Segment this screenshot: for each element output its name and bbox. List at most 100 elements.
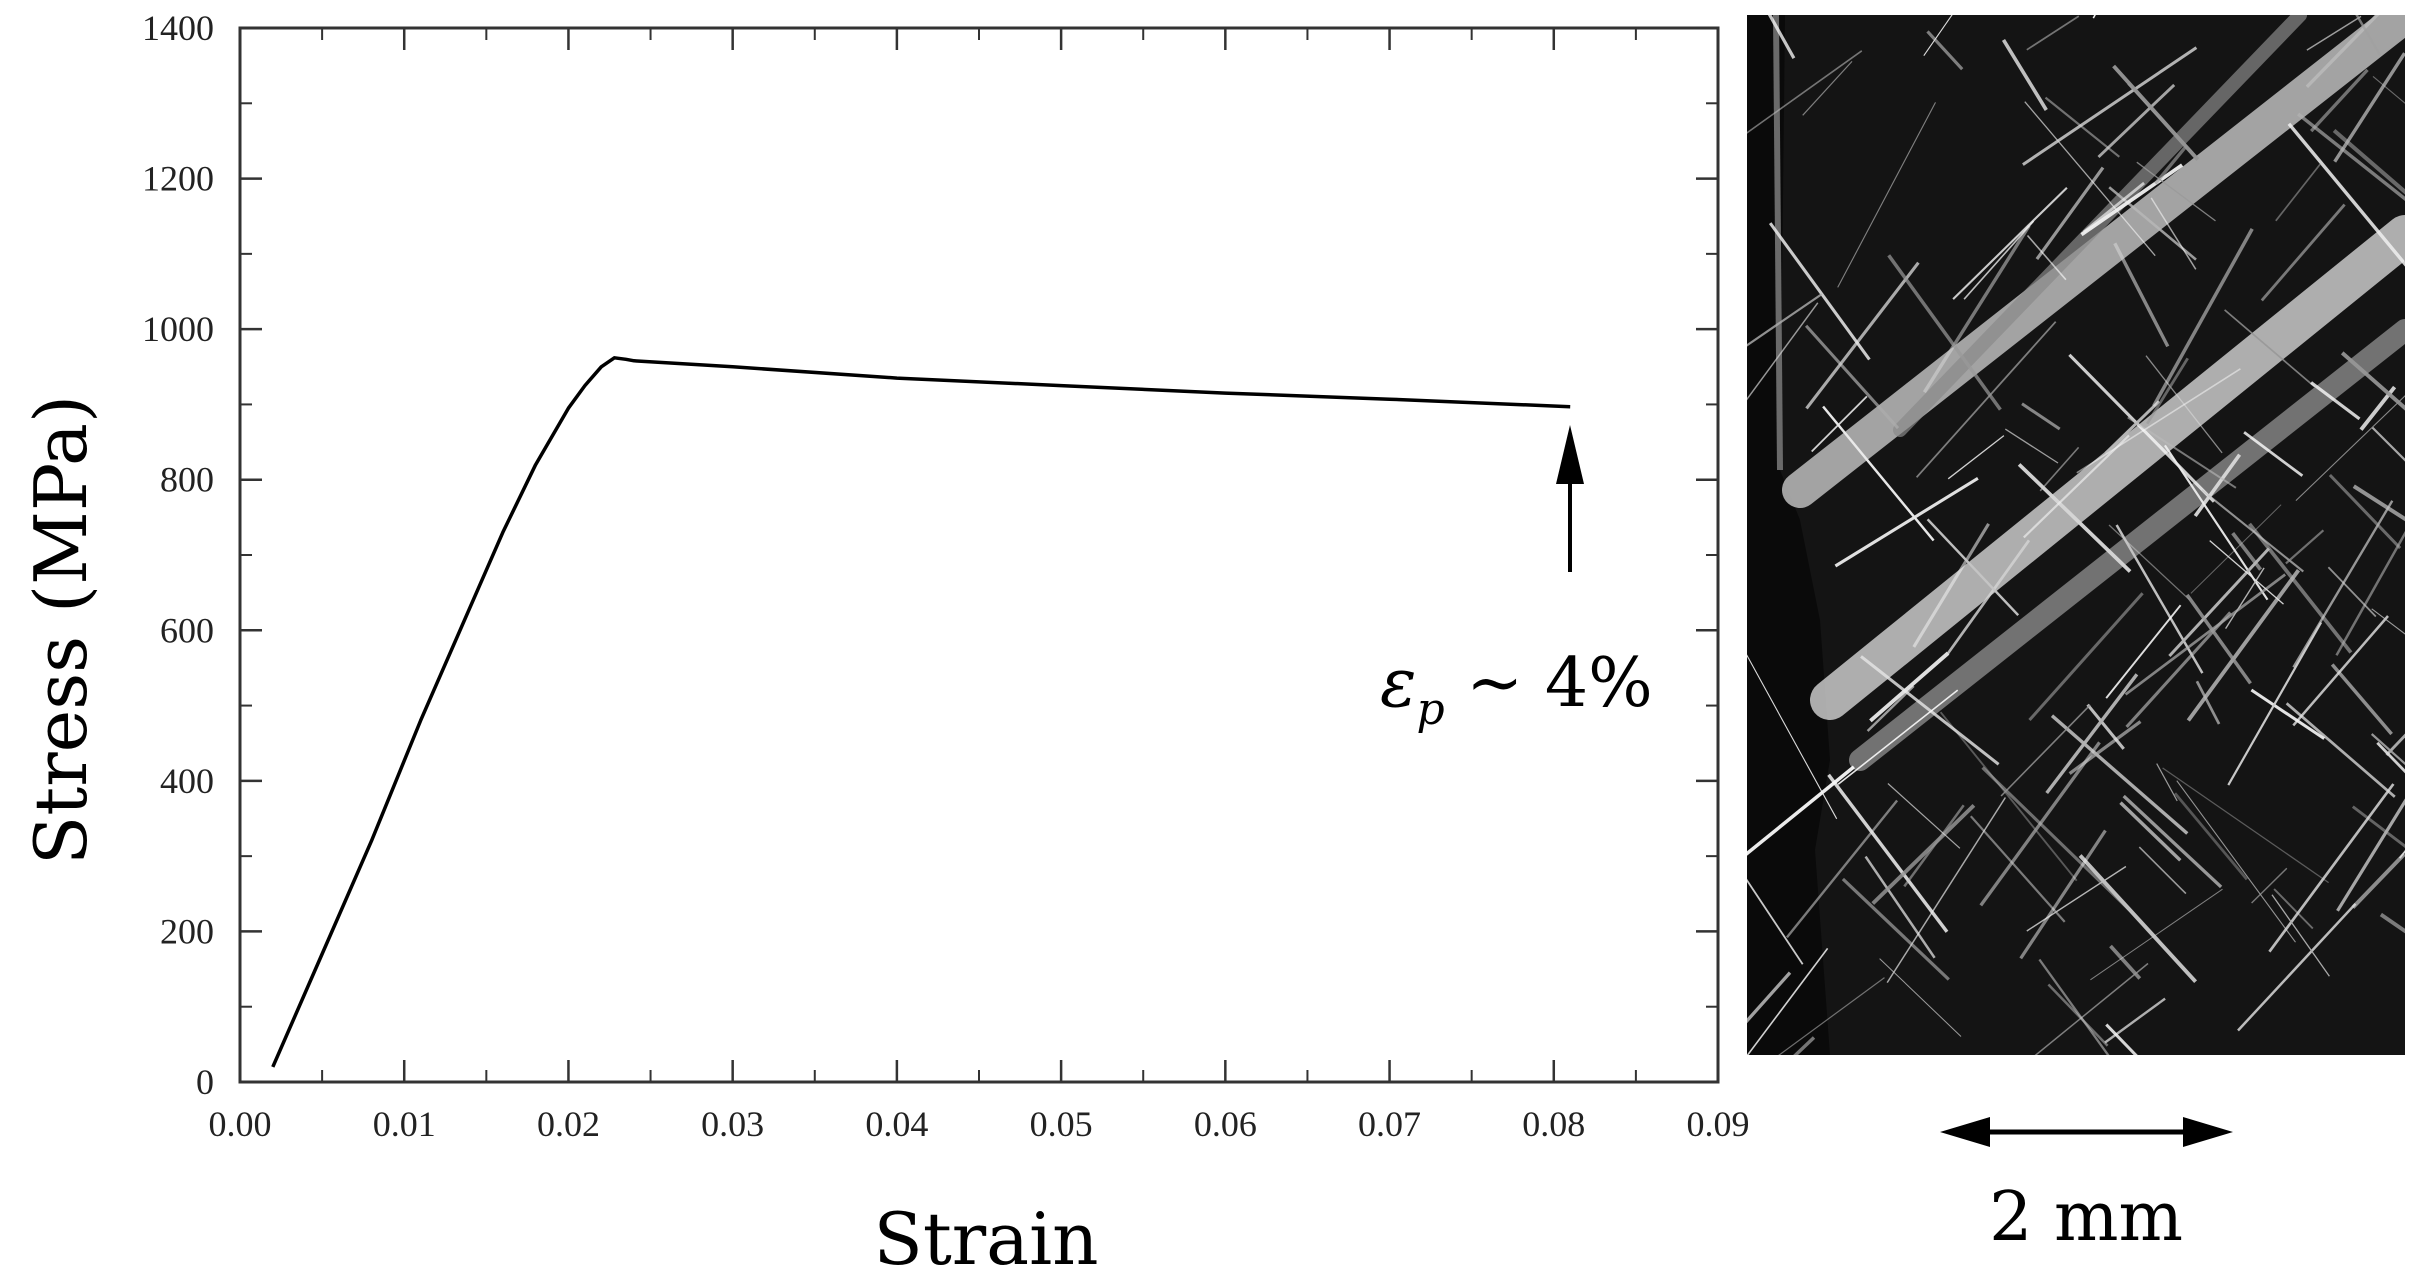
micrograph-crack	[2104, 400, 2161, 455]
micrograph-crack	[2250, 688, 2326, 740]
micrograph-crack	[1811, 395, 1868, 453]
micrograph-crack	[2109, 944, 2142, 980]
micrograph-crack	[2330, 663, 2393, 736]
micrograph-crack	[2000, 704, 2091, 797]
micrograph-background	[1747, 15, 2405, 1055]
micrograph-crack	[2306, 15, 2362, 51]
micrograph-crack	[1827, 773, 1949, 933]
micrograph-crack	[2152, 228, 2254, 407]
micrograph-crack	[1747, 293, 1823, 347]
micrograph-crack	[2001, 38, 2048, 111]
annotation-value: ~ 4%	[1445, 644, 1653, 723]
micrograph-crack	[2195, 680, 2221, 725]
micrograph-crack	[1768, 222, 1871, 361]
micrograph-crack	[2028, 592, 2144, 721]
micrograph-crack	[2251, 867, 2288, 904]
y-tick-label: 600	[160, 610, 214, 650]
micrograph-crack	[2122, 794, 2223, 889]
micrograph-crack	[1804, 324, 1900, 430]
micrograph-crack	[2035, 166, 2105, 261]
micrograph-crack	[2090, 888, 2223, 981]
micrograph-crack	[2154, 144, 2189, 185]
micrograph-crack	[1887, 254, 2002, 411]
micrograph-crack	[1805, 261, 1920, 410]
micrograph-crack	[2038, 958, 2110, 1055]
micrograph-crack	[1834, 476, 1979, 568]
stress-strain-curve	[271, 356, 1571, 1068]
micrograph-crack	[1860, 655, 2000, 766]
micrograph-crack	[2370, 733, 2405, 766]
micrograph-crack	[1747, 50, 1863, 134]
micrograph-crack	[2292, 615, 2389, 727]
x-axis-title: Strain	[874, 1197, 1099, 1281]
scale-bar-right-arrow-icon	[2183, 1117, 2233, 1147]
x-tick-label: 0.07	[1358, 1104, 1421, 1144]
micrograph-crack	[2351, 852, 2405, 909]
micrograph-crack	[2176, 780, 2296, 943]
micrograph-crack	[2310, 381, 2361, 421]
micrograph-crack	[2112, 64, 2200, 161]
micrograph-crack	[2305, 15, 2380, 88]
x-tick-label: 0.00	[209, 1104, 272, 1144]
micrograph-crack	[1887, 783, 1961, 849]
y-tick-labels: 0 200 400 600 800 1000 1200 1400	[142, 8, 214, 1102]
micrograph-crack	[2336, 798, 2405, 912]
x-tick-labels: 0.00 0.01 0.02 0.03 0.04 0.05 0.06 0.07 0.08 0.09	[209, 1104, 1750, 1144]
micrograph-crack	[1947, 435, 2005, 480]
micrograph-crack	[2332, 128, 2405, 195]
micrograph-crack	[1747, 302, 1819, 401]
micrograph-crack	[2376, 741, 2405, 774]
micrograph-crack	[2243, 431, 2304, 477]
micrograph-crack	[2224, 309, 2316, 388]
micrograph-crack	[2150, 197, 2197, 270]
micrograph-edge	[1747, 15, 1830, 1055]
micrograph-crack	[2082, 181, 2146, 234]
micrograph-crack	[1793, 1036, 1816, 1055]
micrograph-crack	[2309, 68, 2369, 133]
annotation-label: εp ~ 4%	[1380, 644, 1653, 735]
y-tick-label: 400	[160, 761, 214, 801]
micrograph-crack	[2108, 524, 2190, 601]
y-tick-label: 1200	[142, 159, 214, 199]
micrograph-crack	[2355, 15, 2382, 56]
micrograph-crack	[2285, 702, 2396, 798]
micrograph-crack	[2019, 829, 2107, 960]
micrograph-crack	[2340, 351, 2405, 411]
micrograph-crack	[1841, 877, 1950, 981]
micrograph-crack	[2026, 15, 2080, 51]
micrograph-crack	[2335, 530, 2405, 656]
micrograph-crack	[2260, 203, 2346, 302]
micrograph-crack	[1837, 102, 1936, 288]
x-tick-label: 0.08	[1522, 1104, 1585, 1144]
micrograph-crack	[2034, 962, 2149, 1055]
micrograph-crack	[1747, 765, 1856, 856]
micrograph-crack	[2271, 894, 2330, 977]
micrograph-crack	[2209, 540, 2284, 605]
micrograph-crack	[2163, 444, 2269, 601]
x-tick-label: 0.09	[1687, 1104, 1750, 1144]
y-tick-label: 200	[160, 911, 214, 951]
micrograph-crack	[2351, 805, 2405, 848]
micrograph-crack	[1747, 878, 1804, 965]
micrograph-crack	[1767, 15, 1796, 59]
micrograph-crack	[1778, 977, 1885, 1055]
micrograph-crack	[1869, 651, 1950, 723]
micrograph-crack	[2047, 983, 2109, 1047]
micrograph-crack	[2190, 504, 2282, 594]
micrograph-crack	[2105, 1023, 2138, 1055]
micrograph-crack	[2292, 500, 2394, 668]
micrograph-crack	[1926, 518, 2020, 617]
micrograph-crack	[2275, 163, 2322, 222]
micrograph-crack	[2146, 357, 2189, 425]
micrograph-crack	[2186, 569, 2301, 722]
micrograph-crack	[2105, 604, 2182, 699]
annotation-subscript: p	[1417, 684, 1445, 735]
micrograph-crack	[1785, 799, 1899, 939]
micrograph-crack	[1886, 797, 2007, 984]
x-tick-label: 0.05	[1030, 1104, 1093, 1144]
micrograph-crack	[2371, 426, 2405, 462]
micrograph-crack	[1802, 60, 1853, 116]
micrograph-crack	[2193, 453, 2242, 518]
micrograph-crack	[1871, 804, 1976, 905]
micrograph-crack	[2068, 353, 2216, 503]
